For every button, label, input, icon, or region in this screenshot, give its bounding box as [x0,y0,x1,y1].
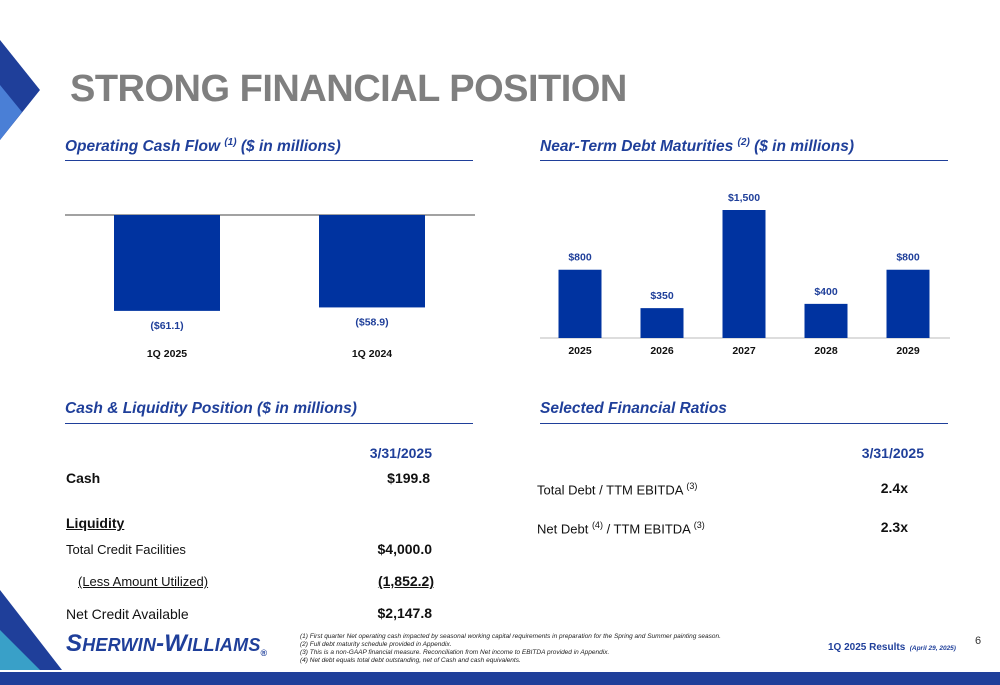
ratio-row2-label: Net Debt (4) / TTM EBITDA (3) [537,520,705,537]
utilized-label: (Less Amount Utilized) [78,574,209,589]
cash-value: $199.8 [387,470,430,486]
footnote-2: (2) Full debt maturity schedule provided… [300,641,452,648]
debt-bar [886,269,930,338]
debt-bar [804,303,848,338]
liquidity-label: Liquidity [66,515,125,531]
ratio-row1-label: Total Debt / TTM EBITDA (3) [537,481,698,498]
debt-bar [640,308,684,338]
ocf-category-label: 1Q 2025 [147,348,187,360]
debt-category-label: 2026 [650,345,674,357]
footnotes: (1) First quarter Net operating cash imp… [300,633,721,665]
page-title: STRONG FINANCIAL POSITION [70,68,627,110]
debt-category-label: 2025 [568,345,592,357]
ratio-row1-value: 2.4x [880,480,908,496]
footnote-1: (1) First quarter Net operating cash imp… [300,633,721,640]
debt-section-title: Near-Term Debt Maturities (2) ($ in mill… [540,137,854,156]
debt-data-label: $350 [650,290,674,302]
bottom-bar [0,672,1000,685]
cash-date-header: 3/31/2025 [369,445,432,461]
ocf-rule [65,160,473,161]
footnote-4: (4) Net debt equals total debt outstandi… [300,657,521,664]
ocf-data-label: ($58.9) [355,316,388,328]
ocf-chart: ($61.1) 1Q 2025 ($58.9) 1Q 2024 [65,214,475,360]
ocf-bar [319,215,425,308]
net-credit-value: $2,147.8 [377,605,433,621]
ocf-bar [114,215,220,311]
debt-data-label: $800 [568,252,592,264]
corner-decoration-bottom [0,590,62,670]
debt-bar [722,210,766,338]
debt-rule [540,160,948,161]
sherwin-williams-logo: SHERWIN-WILLIAMS® [66,630,268,658]
debt-chart: $800 2025 $350 2026 $1,500 2027 $400 2028 $800 20… [540,192,950,357]
cash-label: Cash [66,470,101,486]
ratios-date-header: 3/31/2025 [861,445,924,461]
ocf-data-label: ($61.1) [150,320,183,332]
net-credit-label: Net Credit Available [66,606,189,622]
tcf-value: $4,000.0 [377,541,433,557]
cash-section-title: Cash & Liquidity Position ($ in millions… [65,400,357,417]
corner-decoration-top [0,40,40,140]
ratios-section-title: Selected Financial Ratios [540,400,727,417]
cash-rule [65,423,473,424]
ratio-row2-value: 2.3x [880,519,908,535]
debt-data-label: $400 [814,286,838,298]
ocf-category-label: 1Q 2024 [352,348,392,360]
results-label: 1Q 2025 Results (April 29, 2025) [828,642,956,653]
ocf-section-title: Operating Cash Flow (1) ($ in millions) [65,137,341,156]
page-number: 6 [975,635,982,647]
debt-category-label: 2027 [732,345,756,357]
debt-category-label: 2029 [896,345,920,357]
footnote-3: (3) This is a non-GAAP financial measure… [300,649,610,656]
debt-category-label: 2028 [814,345,838,357]
debt-bar [558,269,602,338]
utilized-value: (1,852.2) [377,573,434,589]
debt-data-label: $800 [896,252,920,264]
tcf-label: Total Credit Facilities [66,542,186,557]
debt-data-label: $1,500 [728,192,760,204]
ratios-rule [540,423,948,424]
